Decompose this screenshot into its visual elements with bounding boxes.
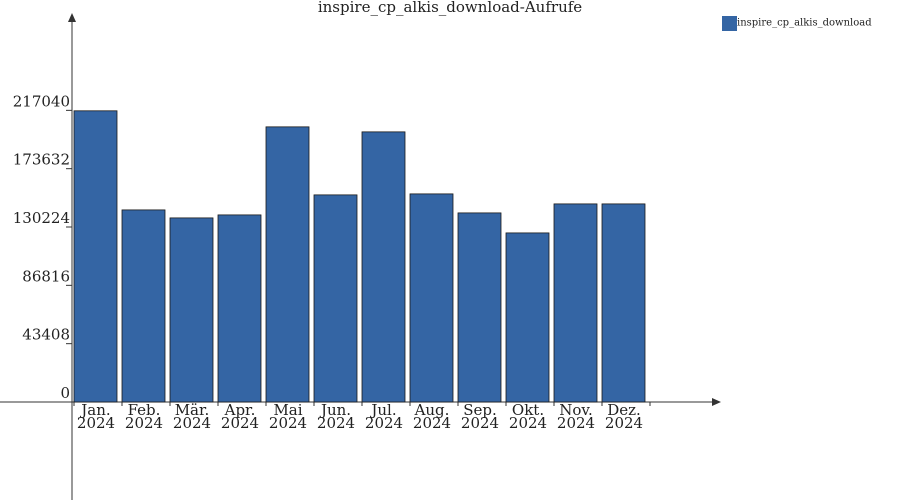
x-tick-label: Feb. [128, 401, 161, 419]
bar [265, 126, 310, 403]
bar [553, 203, 598, 403]
legend-swatch [722, 16, 737, 31]
x-tick-label: 2024 [269, 414, 307, 432]
legend-label: inspire_cp_alkis_download [737, 18, 872, 29]
x-tick-label: 2024 [461, 414, 499, 432]
x-axis-arrow [712, 398, 721, 406]
x-tick-label: 2024 [317, 414, 355, 432]
bar [457, 212, 502, 403]
y-tick-label: 217040 [13, 92, 70, 110]
x-tick-label: 2024 [173, 414, 211, 432]
x-tick-label: Jan. [79, 401, 110, 419]
y-tick-label: 173632 [13, 151, 70, 169]
x-tick-label: 2024 [509, 414, 547, 432]
x-tick-label: Jul. [369, 401, 396, 419]
bar [313, 194, 358, 403]
x-tick-label: Nov. [559, 401, 593, 419]
bar [601, 203, 646, 403]
x-tick-label: Sep. [463, 401, 497, 419]
bar [169, 217, 214, 403]
x-tick-label: Okt. [512, 401, 544, 419]
chart-title: inspire_cp_alkis_download-Aufrufe [318, 0, 582, 16]
x-tick-label: 2024 [413, 414, 451, 432]
y-tick-label: 130224 [13, 209, 70, 227]
x-tick-label: Apr. [224, 401, 256, 419]
x-tick-label: 2024 [605, 414, 643, 432]
y-tick-label: 86816 [22, 267, 70, 285]
y-axis-arrow [68, 13, 76, 22]
x-tick-label: Aug. [414, 401, 450, 419]
bar [409, 193, 454, 403]
x-tick-label: Jun. [319, 401, 351, 419]
x-tick-label: 2024 [365, 414, 403, 432]
x-tick-label: 2024 [77, 414, 115, 432]
x-tick-label: Mai [273, 401, 302, 419]
bar [121, 209, 166, 403]
x-tick-label: 2024 [125, 414, 163, 432]
y-tick-label: 0 [60, 384, 70, 402]
x-tick-label: Dez. [607, 401, 641, 419]
bar [73, 110, 118, 403]
x-tick-label: Mär. [175, 401, 210, 419]
bar [505, 232, 550, 403]
bar [361, 131, 406, 403]
x-tick-label: 2024 [557, 414, 595, 432]
bar [217, 214, 262, 403]
y-tick-label: 43408 [22, 326, 70, 344]
x-tick-label: 2024 [221, 414, 259, 432]
